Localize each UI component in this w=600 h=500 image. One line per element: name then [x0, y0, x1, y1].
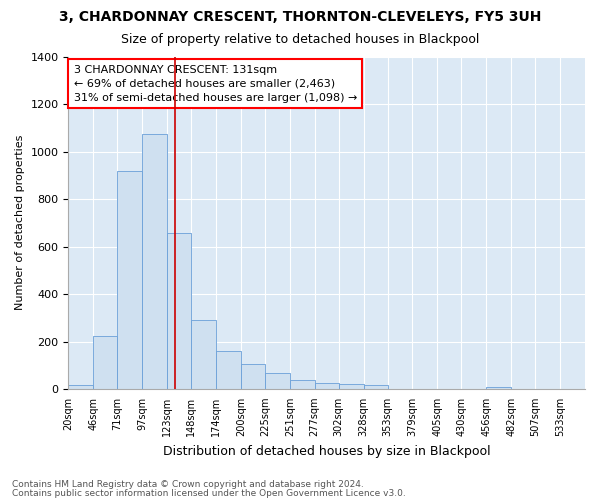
Bar: [315, 383, 338, 389]
Text: Contains public sector information licensed under the Open Government Licence v3: Contains public sector information licen…: [12, 488, 406, 498]
Bar: [486, 387, 511, 389]
Bar: [167, 234, 191, 389]
Bar: [117, 170, 142, 389]
Bar: [364, 386, 388, 389]
Text: Contains HM Land Registry data © Crown copyright and database right 2024.: Contains HM Land Registry data © Crown c…: [12, 480, 364, 489]
X-axis label: Distribution of detached houses by size in Blackpool: Distribution of detached houses by size …: [163, 444, 491, 458]
Y-axis label: Number of detached properties: Number of detached properties: [15, 135, 25, 310]
Text: 3, CHARDONNAY CRESCENT, THORNTON-CLEVELEYS, FY5 3UH: 3, CHARDONNAY CRESCENT, THORNTON-CLEVELE…: [59, 10, 541, 24]
Bar: [94, 336, 117, 389]
Bar: [142, 134, 167, 389]
Bar: [216, 351, 241, 389]
Text: 3 CHARDONNAY CRESCENT: 131sqm
← 69% of detached houses are smaller (2,463)
31% o: 3 CHARDONNAY CRESCENT: 131sqm ← 69% of d…: [74, 65, 357, 103]
Bar: [338, 384, 364, 389]
Bar: [290, 380, 315, 389]
Bar: [68, 386, 94, 389]
Bar: [191, 320, 216, 389]
Bar: [241, 364, 265, 389]
Bar: [265, 373, 290, 389]
Text: Size of property relative to detached houses in Blackpool: Size of property relative to detached ho…: [121, 32, 479, 46]
